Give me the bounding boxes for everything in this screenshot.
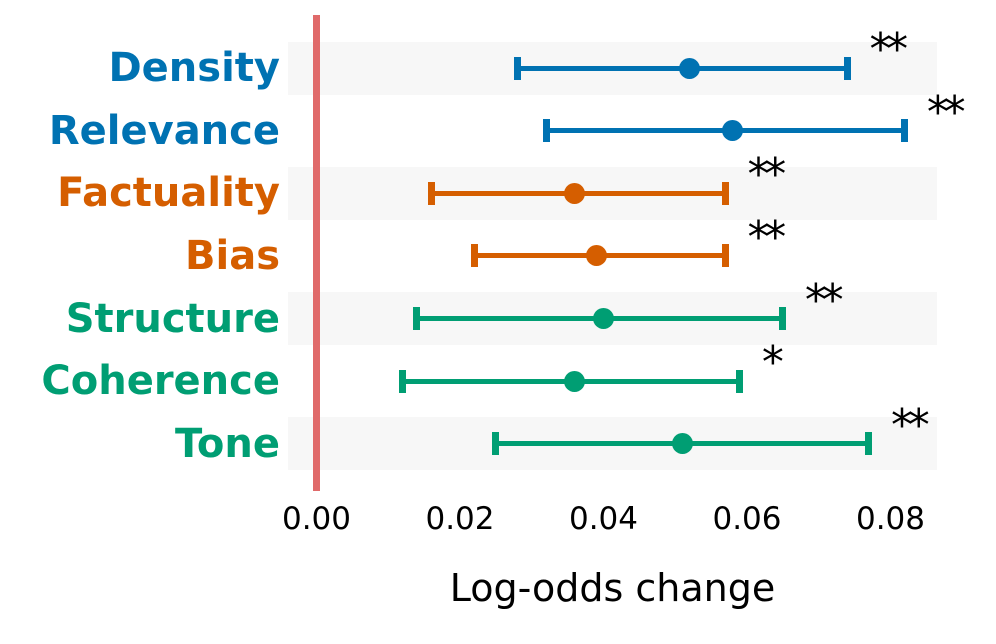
significance-marker-factuality: **: [747, 149, 786, 201]
ci-cap-low-tone: [492, 432, 500, 456]
ci-cap-high-density: [843, 56, 851, 80]
ci-cap-high-structure: [779, 307, 787, 331]
ci-cap-low-coherence: [399, 369, 407, 393]
significance-marker-density: **: [869, 24, 908, 75]
row-label-coherence: Coherence: [41, 358, 280, 405]
point-estimate-structure: [593, 308, 614, 330]
x-tick-label-0.08: 0.08: [855, 501, 926, 537]
ci-cap-low-bias: [470, 244, 478, 268]
row-label-tone: Tone: [174, 420, 280, 467]
row-label-structure: Structure: [65, 295, 280, 342]
point-estimate-coherence: [564, 370, 586, 392]
ci-cap-low-factuality: [427, 181, 435, 205]
point-estimate-density: [679, 57, 701, 79]
ci-cap-high-relevance: [901, 119, 909, 143]
ci-cap-low-structure: [413, 307, 421, 331]
x-axis-title: Log-odds change: [449, 566, 776, 610]
ci-cap-high-factuality: [721, 181, 729, 205]
x-tick-label-0.04: 0.04: [568, 501, 639, 537]
point-estimate-relevance: [722, 120, 744, 142]
ci-cap-high-tone: [865, 432, 873, 456]
x-tick-label-0.02: 0.02: [425, 501, 495, 537]
ci-cap-low-relevance: [542, 119, 550, 143]
significance-marker-bias: **: [747, 211, 786, 263]
ci-cap-low-density: [513, 56, 521, 80]
x-tick-label-0.06: 0.06: [712, 501, 782, 537]
point-estimate-bias: [585, 245, 607, 267]
significance-marker-structure: **: [804, 274, 844, 326]
row-label-factuality: Factuality: [57, 170, 280, 217]
row-label-relevance: Relevance: [48, 107, 280, 154]
row-label-density: Density: [108, 45, 280, 91]
significance-marker-coherence: *: [761, 337, 784, 389]
significance-marker-tone: **: [890, 399, 930, 451]
row-label-bias: Bias: [185, 232, 280, 279]
point-estimate-tone: [671, 433, 693, 455]
zero-reference-line: [313, 15, 320, 491]
significance-marker-relevance: **: [926, 86, 966, 138]
ci-cap-high-bias: [721, 244, 729, 268]
x-tick-label-0.00: 0.00: [281, 501, 352, 537]
point-estimate-factuality: [564, 182, 586, 204]
ci-cap-high-coherence: [736, 369, 744, 393]
